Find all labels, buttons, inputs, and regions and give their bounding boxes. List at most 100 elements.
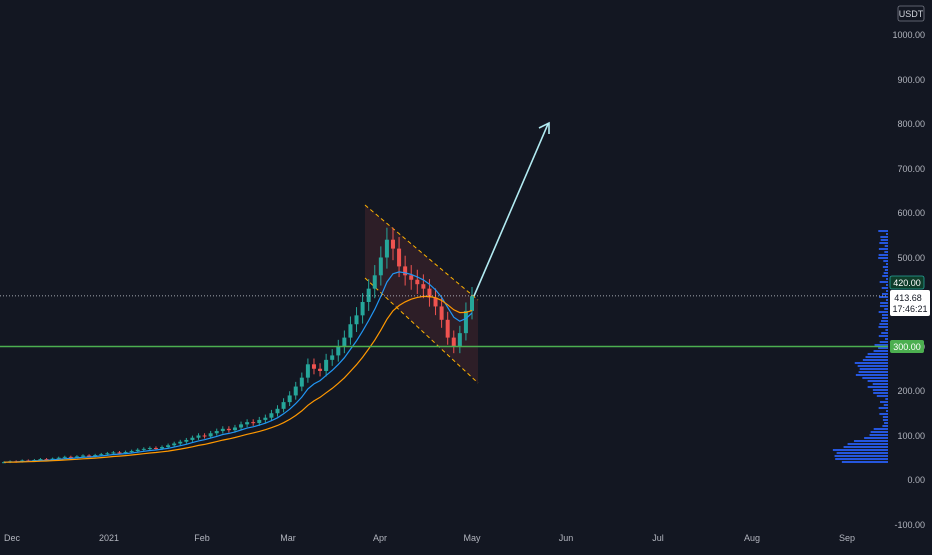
candle-body [178, 442, 182, 444]
candle-body [294, 387, 298, 396]
candle-body [421, 284, 425, 288]
volume-profile-bar [868, 380, 888, 382]
volume-profile-bar [883, 260, 888, 262]
candle-body [470, 296, 474, 311]
price-tick-label: 500.00 [897, 253, 925, 263]
candle-body [99, 454, 103, 455]
volume-profile-bar [866, 356, 888, 358]
volume-profile-bar [884, 422, 888, 424]
candle-body [458, 333, 462, 346]
candle-body [148, 448, 152, 449]
volume-profile-bar [859, 371, 888, 373]
candle-body [440, 306, 444, 319]
volume-profile-bar [884, 251, 888, 253]
volume-profile-bar [864, 437, 888, 439]
volume-profile-bar [879, 335, 888, 337]
candle-body [154, 448, 158, 449]
time-tick-label: Dec [4, 533, 21, 543]
time-tick-label: Feb [194, 533, 210, 543]
volume-profile-bar [884, 272, 888, 274]
candle-body [269, 413, 273, 417]
volume-profile-bar [860, 368, 888, 370]
volume-profile-bar [886, 233, 888, 235]
volume-profile-bar [874, 428, 888, 430]
volume-profile-bar [879, 242, 888, 244]
volume-profile-bar [879, 407, 888, 409]
currency-label: USDT [899, 9, 924, 19]
volume-profile-bar [884, 404, 888, 406]
candle-body [215, 431, 219, 433]
candle-body [117, 452, 121, 453]
time-tick-label: 2021 [99, 533, 119, 543]
volume-profile-bar [862, 377, 888, 379]
level-420-marker: 420.00 [890, 276, 924, 289]
candle-body [348, 324, 352, 337]
time-tick-label: Aug [744, 533, 760, 543]
volume-profile-bar [886, 278, 888, 280]
volume-profile-bar [858, 365, 888, 367]
volume-profile-bar [863, 359, 888, 361]
candle-body [403, 266, 407, 275]
volume-profile-bar [882, 287, 888, 289]
volume-profile-bar [879, 254, 888, 256]
price-tick-label: -100.00 [894, 520, 925, 530]
price-tick-label: 100.00 [897, 431, 925, 441]
volume-profile-bar [854, 440, 888, 442]
candle-body [196, 436, 200, 438]
time-tick-label: Sep [839, 533, 855, 543]
volume-profile-bar [868, 386, 888, 388]
time-tick-label: Apr [373, 533, 387, 543]
candle-body [203, 436, 207, 437]
volume-profile-bar [882, 314, 888, 316]
volume-profile-bar [880, 401, 888, 403]
volume-profile-bar [879, 311, 888, 313]
candle-body [142, 449, 146, 450]
volume-profile-bar [885, 329, 888, 331]
volume-profile-bar [842, 461, 888, 463]
price-tick-label: 200.00 [897, 386, 925, 396]
volume-profile-bar [878, 257, 888, 259]
time-tick-label: May [463, 533, 481, 543]
price-tick-label: 1000.00 [892, 30, 925, 40]
volume-profile-bar [883, 419, 888, 421]
volume-profile-bar [882, 293, 888, 295]
current-price-label: 413.68 [894, 293, 922, 303]
current-price-marker: 413.68 17:46:21 [890, 290, 930, 316]
price-tick-label: 0.00 [907, 475, 925, 485]
volume-profile-bar [873, 389, 888, 391]
candle-body [263, 418, 267, 420]
candle-body [306, 364, 310, 377]
candle-body [172, 444, 176, 446]
volume-profile-bar [879, 248, 888, 250]
candle-body [318, 369, 322, 371]
volume-profile-bar [835, 458, 888, 460]
candle-body [63, 457, 67, 458]
candle-body [409, 275, 413, 279]
volume-profile-bar [881, 332, 888, 334]
candle-body [336, 347, 340, 356]
candle-body [239, 424, 243, 427]
candle-body [276, 409, 280, 413]
candle-body [397, 249, 401, 267]
volume-profile-bar [879, 323, 888, 325]
volume-profile-bar [885, 269, 888, 271]
volume-profile-bar [886, 299, 888, 301]
candle-body [257, 420, 261, 423]
candle-body [415, 280, 419, 284]
volume-profile-bar [870, 434, 888, 436]
volume-profile-bar [880, 305, 888, 307]
volume-profile-bar [885, 245, 888, 247]
candle-body [227, 429, 231, 430]
volume-profile-bar [873, 383, 888, 385]
volume-profile-bar [883, 416, 888, 418]
candle-body [111, 452, 115, 453]
volume-profile-bar [855, 362, 888, 364]
candle-body [233, 427, 237, 430]
volume-profile-bar [881, 239, 888, 241]
volume-profile-bar [880, 236, 888, 238]
candle-body [209, 433, 213, 436]
candle-body [160, 447, 164, 448]
price-tick-label: 700.00 [897, 164, 925, 174]
